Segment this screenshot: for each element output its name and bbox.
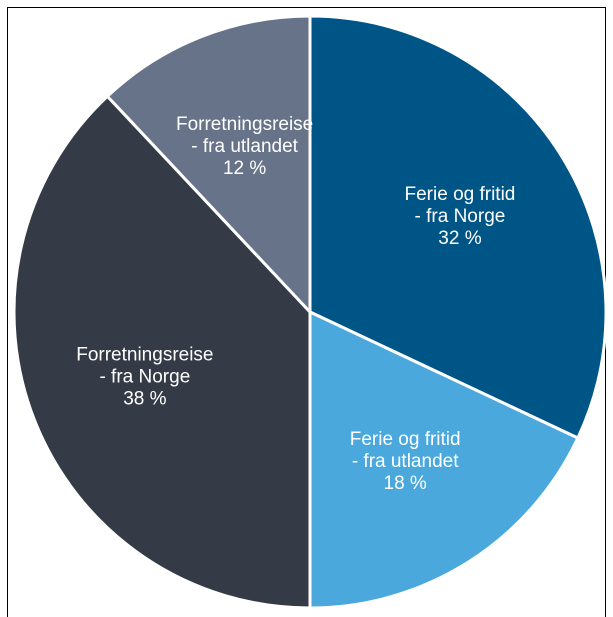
category-label: Forretningsreise bbox=[176, 114, 313, 135]
pie-slice bbox=[105, 14, 312, 316]
slice-label: Ferie og fritid - fra Norge 32 % bbox=[405, 184, 516, 249]
category-label: - fra Norge bbox=[99, 366, 190, 387]
value-label: 38 % bbox=[123, 388, 166, 409]
pie-slice bbox=[308, 309, 580, 610]
category-label: - fra utlandet bbox=[191, 136, 298, 157]
category-label: - fra Norge bbox=[415, 206, 506, 227]
value-label: 18 % bbox=[384, 473, 427, 494]
slice-label: Forretningsreise - fra Norge 38 % bbox=[76, 344, 213, 409]
value-label: 12 % bbox=[223, 158, 266, 179]
value-label: 32 % bbox=[438, 228, 481, 249]
slice-label: Forretningsreise - fra utlandet 12 % bbox=[176, 114, 313, 179]
category-label: Ferie og fritid bbox=[405, 184, 516, 205]
slice-label: Ferie og fritid - fra utlandet 18 % bbox=[350, 429, 461, 494]
category-label: Forretningsreise bbox=[76, 344, 213, 365]
pie-slice bbox=[308, 14, 608, 441]
category-label: - fra utlandet bbox=[352, 451, 459, 472]
category-label: Ferie og fritid bbox=[350, 429, 461, 450]
pie-slice bbox=[12, 94, 312, 610]
